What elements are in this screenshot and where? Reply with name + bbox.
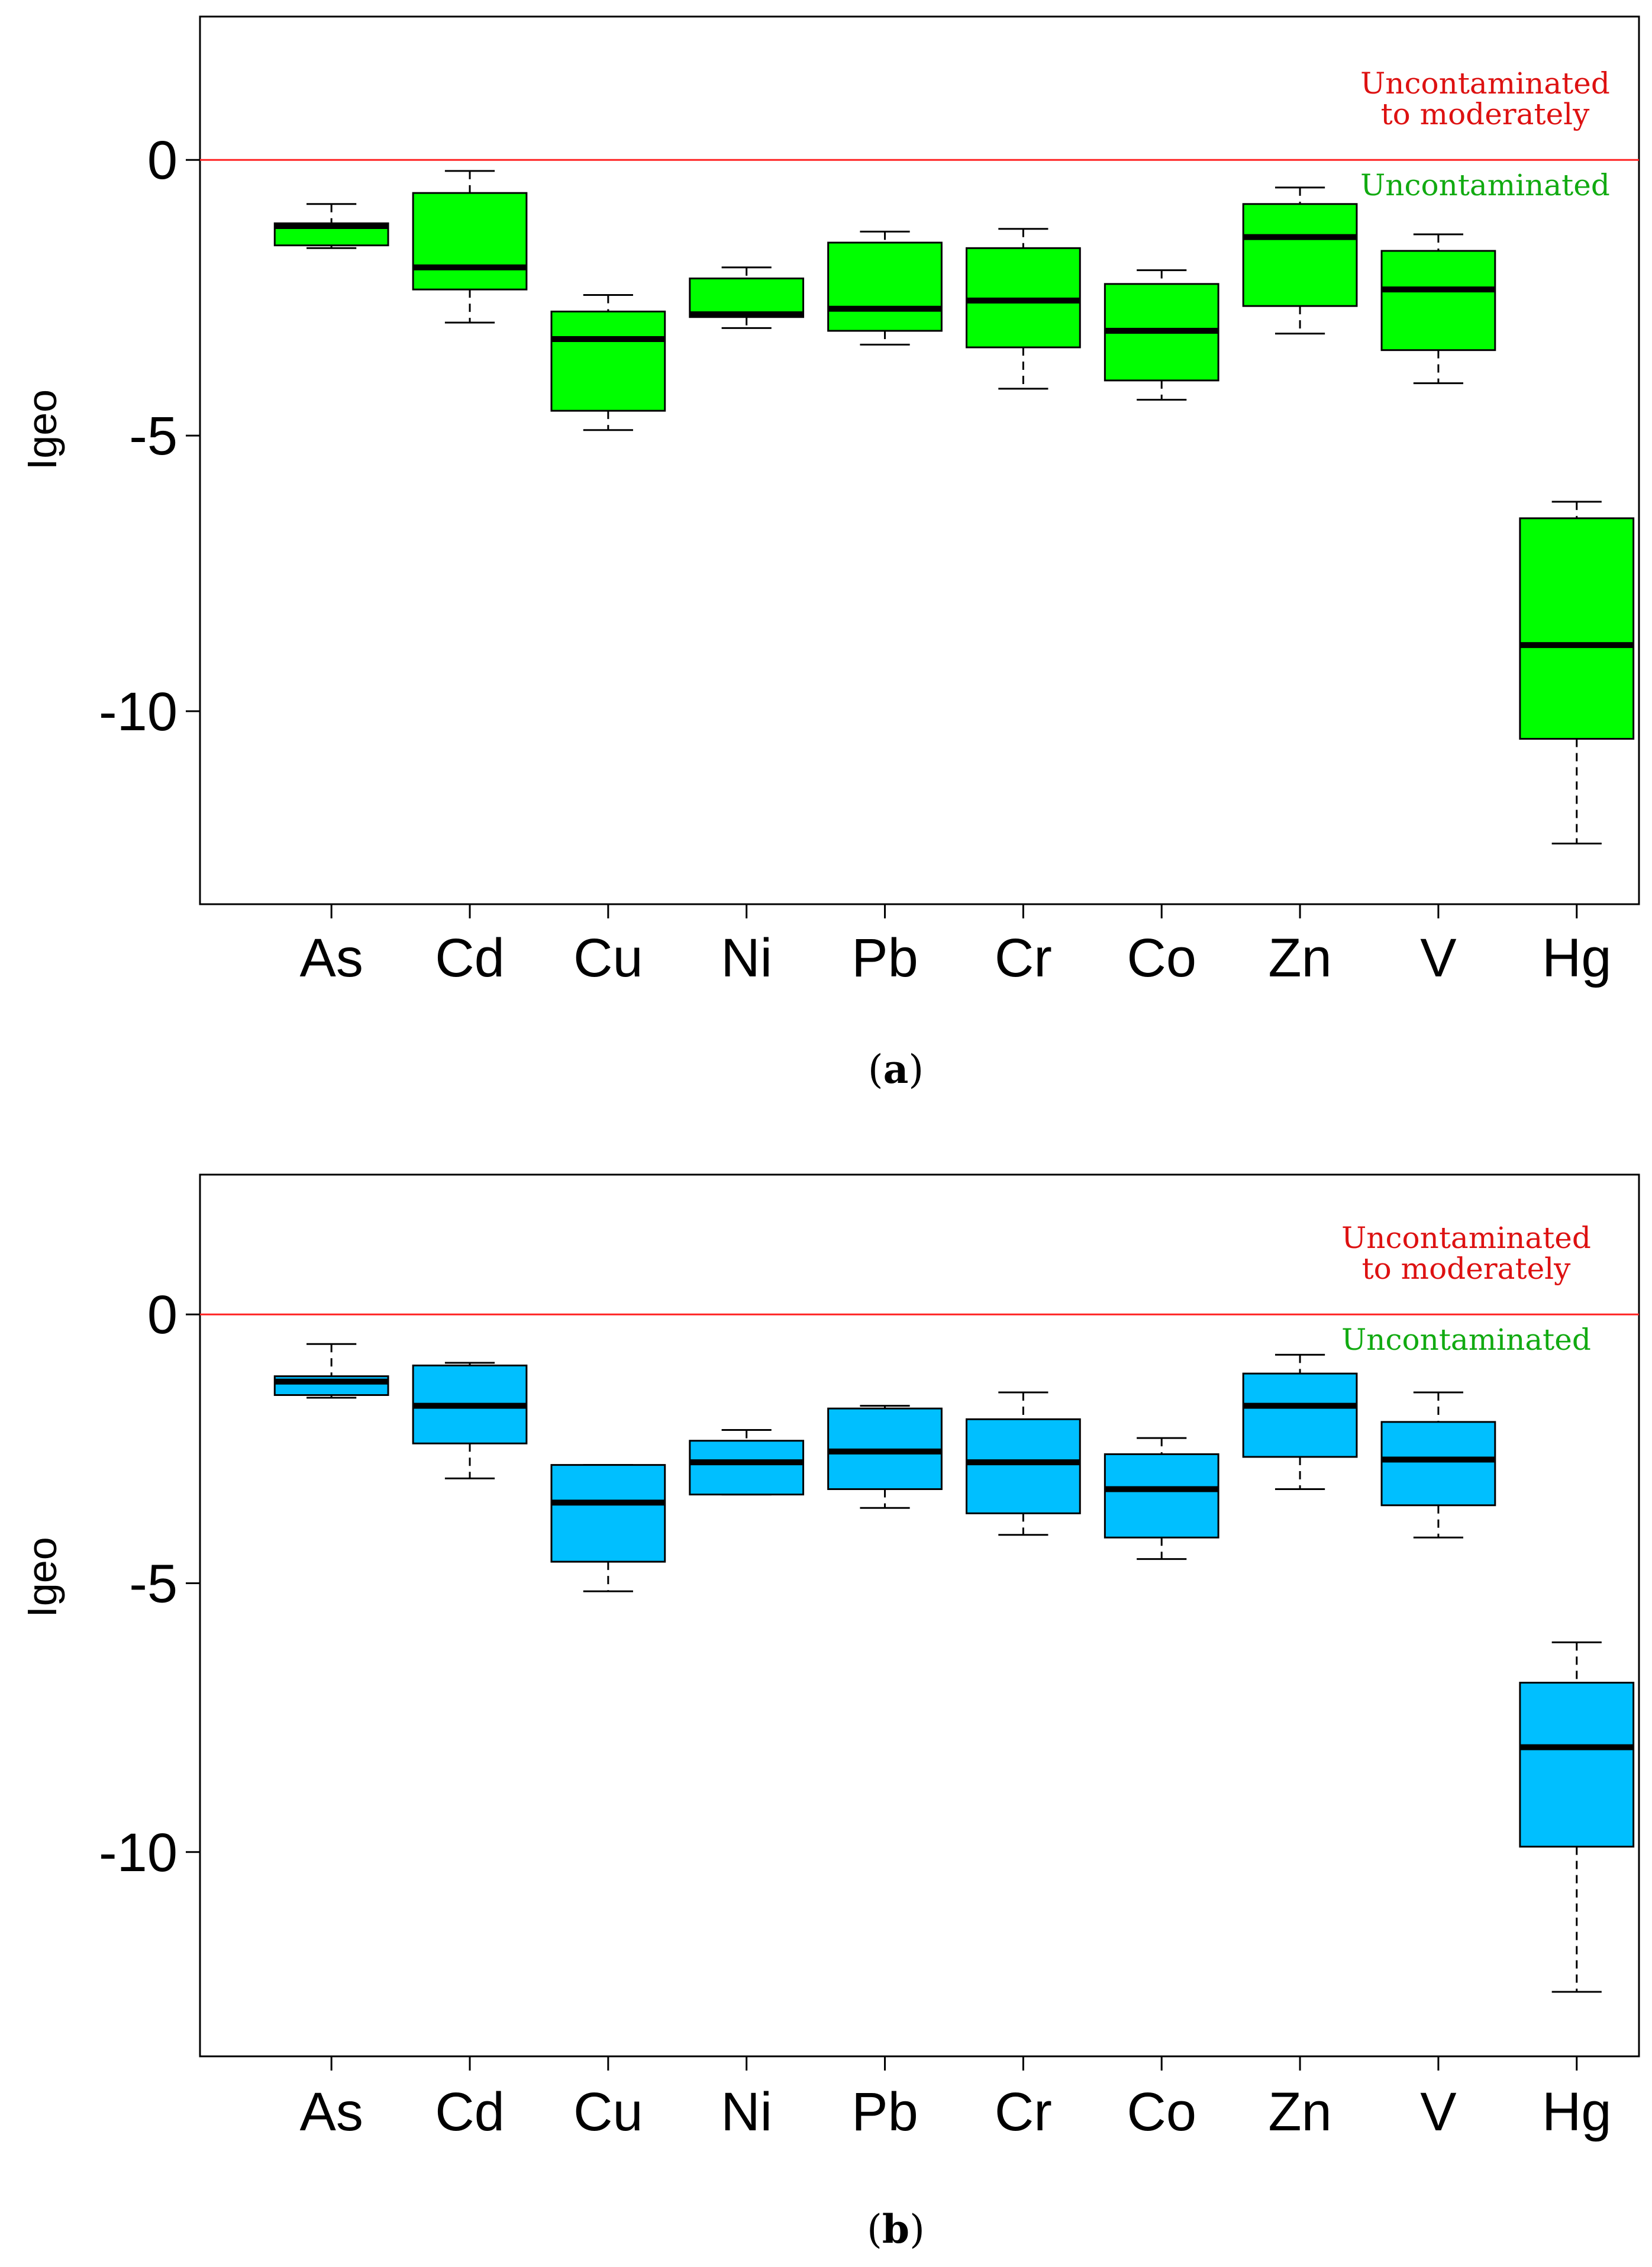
x-tick-label-as: As (299, 928, 363, 988)
box-v (1380, 1391, 1496, 1539)
box-as (273, 1343, 389, 1399)
annotation-upper-line-1: Uncontaminated (1341, 1221, 1591, 1255)
x-tick-label-zn: Zn (1268, 2082, 1331, 2142)
y-axis-title: Igeo (19, 389, 65, 470)
y-axis-title: Igeo (19, 1537, 65, 1617)
box-hg (1519, 1641, 1635, 1993)
box-ni (689, 1429, 805, 1496)
x-tick-label-cr: Cr (995, 2082, 1052, 2142)
box-iqr (550, 310, 666, 412)
y-tick-label: -10 (99, 682, 178, 742)
box-zn (1242, 186, 1358, 335)
box-cd (412, 1362, 528, 1479)
annotation-upper-line-1: Uncontaminated (1360, 66, 1610, 101)
box-iqr (966, 1418, 1081, 1514)
box-iqr (1380, 250, 1496, 352)
plot-frame (199, 15, 1640, 905)
box-co (1104, 269, 1219, 401)
box-ni (689, 266, 805, 329)
x-tick-label-cd: Cd (435, 2082, 505, 2142)
x-tick-label-v: V (1420, 2082, 1456, 2142)
box-pb (827, 230, 943, 346)
box-iqr (1242, 1372, 1358, 1458)
x-tick-label-pb: Pb (851, 928, 918, 988)
x-tick-label-pb: Pb (851, 2082, 918, 2142)
x-tick-label-cu: Cu (573, 2082, 643, 2142)
box-iqr (412, 192, 528, 291)
y-tick-label: -10 (99, 1823, 178, 1883)
box-iqr (550, 1464, 666, 1563)
x-tick-label-as: As (299, 2082, 363, 2142)
box-iqr (1380, 1421, 1496, 1507)
annotation-lower: Uncontaminated (1360, 168, 1610, 202)
box-iqr (827, 241, 943, 332)
x-tick-label-hg: Hg (1542, 2082, 1612, 2142)
box-iqr (689, 278, 805, 318)
box-hg (1519, 501, 1635, 845)
box-as (273, 203, 389, 249)
x-tick-label-ni: Ni (721, 928, 772, 988)
x-tick-label-cu: Cu (573, 928, 643, 988)
panel-label: (b) (867, 2206, 925, 2252)
box-cu (550, 294, 666, 431)
box-pb (827, 1405, 943, 1509)
x-tick-label-ni: Ni (721, 2082, 772, 2142)
box-iqr (1519, 517, 1635, 740)
annotation-upper-line-2: to moderately (1362, 1252, 1572, 1286)
box-zn (1242, 1353, 1358, 1490)
box-iqr (1242, 203, 1358, 307)
panel-label-letter: b (882, 2206, 909, 2252)
y-tick-label: 0 (147, 1285, 178, 1345)
box-iqr (689, 1440, 805, 1496)
box-v (1380, 233, 1496, 385)
x-tick-label-zn: Zn (1268, 928, 1331, 988)
box-cu (550, 1464, 666, 1592)
y-tick-label: 0 (147, 130, 178, 191)
box-co (1104, 1437, 1219, 1560)
y-tick-label: -5 (129, 406, 178, 466)
x-tick-label-cd: Cd (435, 928, 505, 988)
x-tick-label-co: Co (1127, 2082, 1196, 2142)
x-tick-label-v: V (1420, 928, 1456, 988)
box-cd (412, 170, 528, 324)
panel-label: (a) (868, 1046, 924, 1092)
annotation-upper-line-2: to moderately (1381, 97, 1590, 131)
plot-frame (199, 1173, 1640, 2058)
panel-label-letter: a (883, 1046, 909, 1092)
box-cr (966, 1391, 1081, 1536)
x-tick-label-hg: Hg (1542, 928, 1612, 988)
annotation-lower: Uncontaminated (1341, 1323, 1591, 1357)
x-tick-label-co: Co (1127, 928, 1196, 988)
y-tick-label: -5 (129, 1553, 178, 1614)
box-iqr (1104, 1453, 1219, 1539)
box-iqr (1519, 1682, 1635, 1848)
box-cr (966, 228, 1081, 390)
x-tick-label-cr: Cr (995, 928, 1052, 988)
